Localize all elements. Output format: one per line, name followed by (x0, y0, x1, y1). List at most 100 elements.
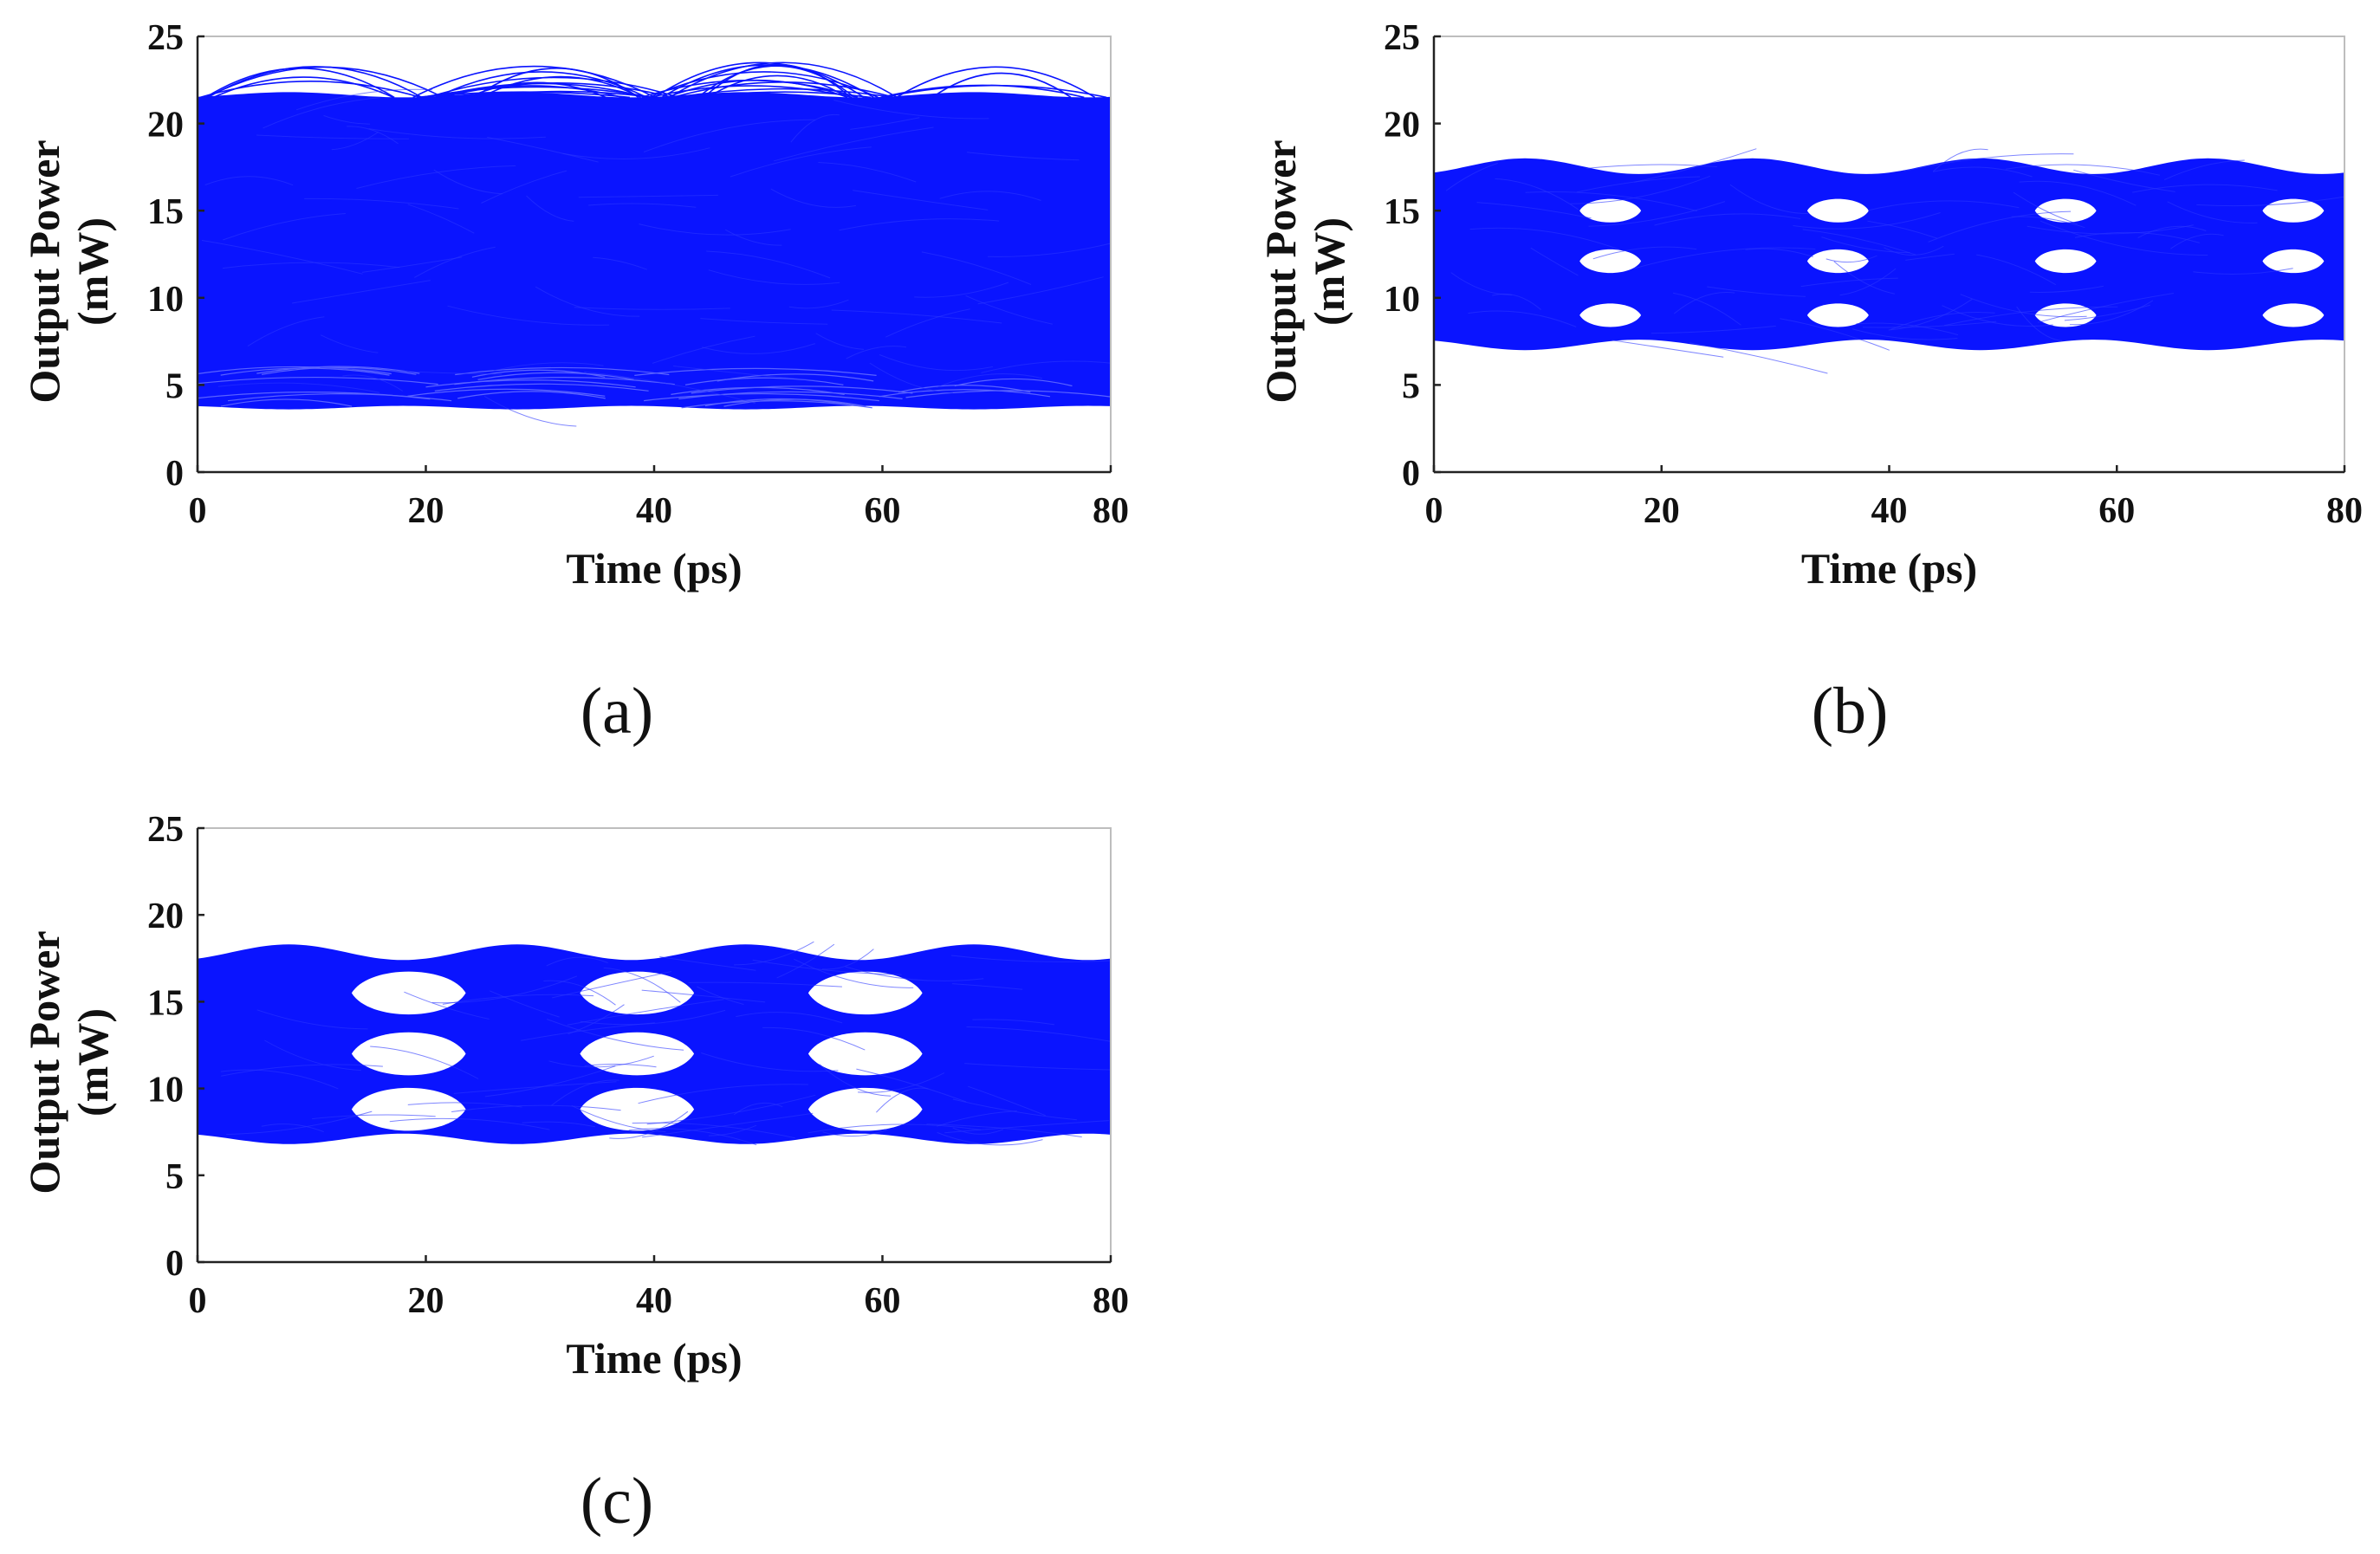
trace-texture (584, 1064, 657, 1068)
trace-texture (442, 994, 594, 1005)
trace-texture (1588, 201, 1726, 227)
trace-texture (788, 299, 849, 309)
trace-texture (567, 1004, 625, 1035)
trace-texture (1932, 148, 1988, 172)
low-trace (681, 400, 872, 409)
plot-area (198, 62, 1111, 427)
low-trace (256, 366, 420, 374)
trace-texture (952, 1127, 1004, 1135)
trace-texture (204, 176, 294, 186)
trace-texture (2074, 231, 2200, 243)
eye-opening (2034, 198, 2097, 223)
x-tick-label: 60 (865, 1281, 901, 1321)
overshoot-trace (212, 76, 394, 99)
trace-texture (1673, 291, 1735, 314)
trace-texture (885, 308, 970, 338)
trace-texture (609, 1110, 689, 1139)
trace-texture (347, 126, 399, 145)
trace-texture (2167, 201, 2258, 223)
trace-texture (1888, 298, 1973, 331)
trace-texture (1689, 342, 1828, 374)
trace-texture (323, 114, 371, 125)
trace-texture (736, 1012, 843, 1024)
trace-texture (1707, 286, 1806, 297)
trace-texture (1612, 340, 1724, 358)
y-tick-label: 0 (1402, 454, 1420, 494)
y-axis-label: Output Power (mW) (20, 930, 117, 1194)
trace-texture (370, 1046, 479, 1079)
y-axis-label-line2: (mW) (68, 217, 117, 326)
trace-texture (1890, 312, 1995, 330)
trace-texture (845, 966, 984, 981)
trace-texture (522, 1121, 595, 1128)
trace-texture (222, 262, 400, 269)
trace-texture (1851, 328, 1958, 340)
trace-texture (1793, 212, 1941, 230)
x-axis-label: Time (ps) (566, 544, 742, 592)
trace-texture (1839, 268, 1897, 296)
trace-texture (1672, 292, 1741, 326)
trace-texture (964, 1063, 1111, 1071)
eye-opening (807, 971, 923, 1015)
trace-texture (453, 1081, 617, 1094)
overshoot-trace (883, 84, 1107, 99)
trace-texture (1884, 245, 1944, 256)
trace-texture (1650, 325, 1776, 334)
trace-texture (571, 1104, 666, 1133)
trace-texture (856, 1068, 967, 1103)
trace-texture (1530, 247, 1579, 276)
y-tick-label: 15 (1384, 192, 1420, 232)
trace-texture (2073, 169, 2176, 192)
trace-texture (988, 243, 1111, 257)
trace-texture (320, 366, 503, 375)
trace-texture (937, 1131, 1043, 1146)
x-tick-label: 80 (1093, 1281, 1129, 1321)
trace-texture (1867, 220, 1937, 239)
trace-texture (641, 989, 766, 1003)
overshoot-trace (675, 87, 893, 99)
y-tick-label: 20 (1384, 106, 1420, 146)
trace-texture (724, 229, 782, 246)
trace-texture (548, 1055, 654, 1068)
trace-texture (1450, 272, 1513, 295)
trace-texture (659, 956, 756, 971)
eye-opening (1579, 198, 1642, 223)
x-tick-label: 40 (1871, 491, 1908, 531)
trace-texture (981, 360, 1111, 373)
trace-texture (1492, 293, 1541, 310)
trace-texture (1634, 148, 1757, 183)
eye-opening (351, 1087, 466, 1131)
trace-texture (850, 117, 920, 130)
trace-texture (1821, 236, 1910, 254)
trace-texture (361, 256, 463, 273)
low-trace (644, 392, 879, 402)
trace-texture (818, 162, 917, 183)
panel-caption: (b) (1812, 675, 1889, 748)
y-tick-label: 15 (147, 192, 184, 232)
panel-c: 0 5 10 15 20 25 0 20 40 60 80 Time (ps) Output Power… (20, 810, 1129, 1538)
trace-texture (977, 276, 1104, 305)
trace-texture (1960, 294, 2087, 318)
eye-opening (2034, 249, 2097, 274)
panel-caption: (c) (580, 1465, 653, 1538)
trace-texture (2132, 184, 2278, 193)
y-tick-label: 10 (147, 280, 184, 320)
trace-texture (642, 1112, 814, 1138)
overshoot-trace (467, 90, 654, 99)
trace-texture (819, 1064, 892, 1097)
x-tick-label: 20 (1644, 491, 1680, 531)
overshoot-trace (661, 64, 874, 99)
trace-texture (304, 197, 459, 210)
trace-texture (879, 353, 993, 372)
trace-texture (815, 333, 865, 350)
trace-texture (2163, 159, 2245, 181)
overshoot-trace (707, 74, 848, 99)
y-axis-label-line2: (mW) (1305, 217, 1353, 326)
trace-texture (264, 1039, 361, 1072)
trace-texture (708, 1124, 757, 1136)
trace-texture (708, 269, 840, 285)
trace-texture (833, 100, 989, 120)
trace-texture (937, 1110, 1017, 1127)
trace-texture (261, 1123, 324, 1133)
low-trace (717, 373, 874, 382)
